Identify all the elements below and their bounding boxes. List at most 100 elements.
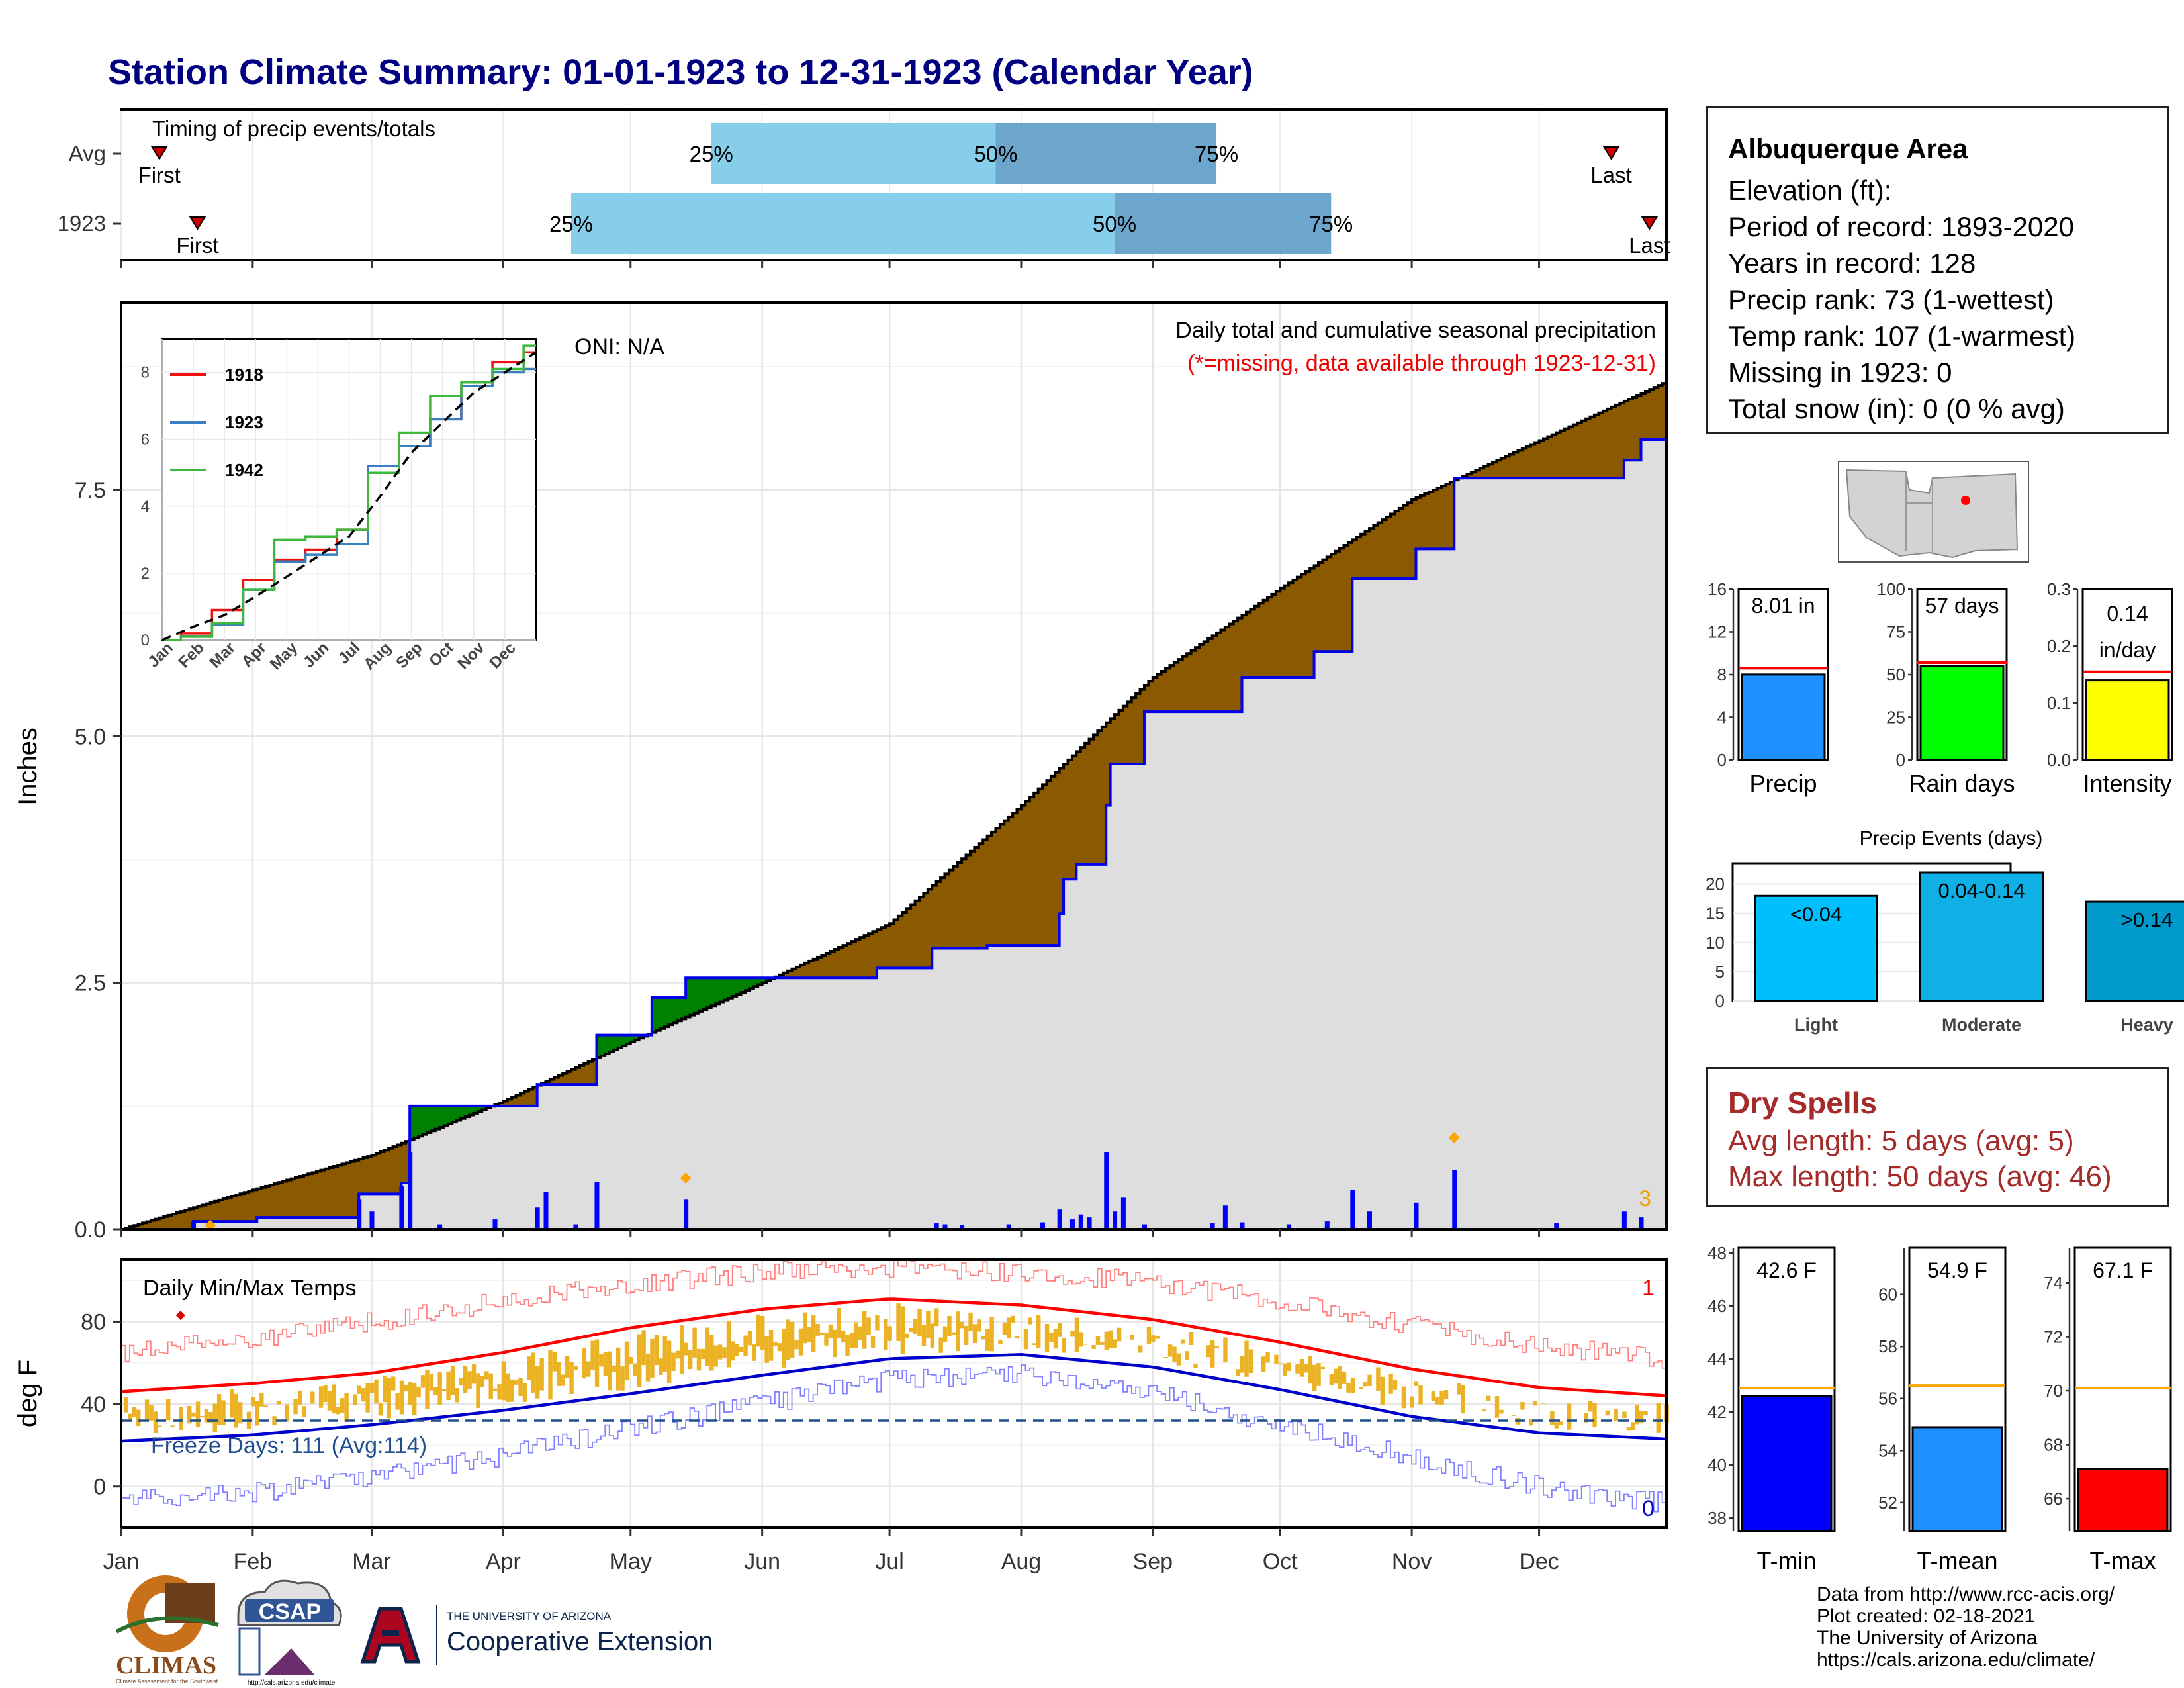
daily-temp-range-bar bbox=[760, 1316, 765, 1351]
daily-temp-range-bar bbox=[735, 1344, 739, 1357]
deficit-fill bbox=[1004, 820, 1009, 946]
surplus-fill bbox=[614, 1035, 619, 1050]
daily-temp-range-bar bbox=[998, 1340, 1003, 1344]
first-event-marker bbox=[150, 146, 168, 160]
temp-panel-title: Daily Min/Max Temps bbox=[143, 1276, 356, 1301]
deficit-fill bbox=[1331, 554, 1336, 652]
daily-temp-range-bar bbox=[552, 1352, 557, 1372]
deficit-fill bbox=[1607, 408, 1612, 479]
daily-temp-range-bar bbox=[204, 1409, 209, 1423]
deficit-fill bbox=[1322, 559, 1328, 652]
daily-temp-range-bar bbox=[1635, 1404, 1639, 1425]
daily-temp-range-bar bbox=[637, 1334, 642, 1387]
deficit-fill bbox=[1021, 805, 1026, 946]
event-category-label: Light bbox=[1794, 1015, 1838, 1035]
daily-temp-range-bar bbox=[1002, 1322, 1007, 1335]
deficit-fill bbox=[1340, 548, 1345, 652]
deficit-fill bbox=[375, 1153, 381, 1194]
surplus-fill bbox=[431, 1105, 436, 1131]
daily-temp-range-bar bbox=[1626, 1427, 1631, 1431]
daily-temp-range-bar bbox=[659, 1358, 663, 1376]
timing-bar-25-50 bbox=[711, 123, 996, 184]
daily-temp-range-bar bbox=[603, 1352, 608, 1376]
deficit-fill bbox=[1386, 516, 1391, 579]
deficit-fill bbox=[201, 1205, 206, 1222]
surplus-fill bbox=[596, 1035, 602, 1058]
deficit-fill bbox=[881, 927, 886, 968]
deficit-fill bbox=[257, 1188, 262, 1218]
deficit-fill bbox=[163, 1216, 169, 1229]
daily-precip-bar bbox=[1452, 1170, 1457, 1229]
deficit-fill bbox=[1187, 653, 1192, 712]
deficit-fill bbox=[902, 912, 907, 968]
deficit-fill bbox=[295, 1177, 300, 1218]
daily-temp-range-bar bbox=[828, 1324, 833, 1338]
deficit-fill bbox=[1293, 579, 1298, 677]
deficit-fill bbox=[516, 1095, 521, 1106]
deficit-fill bbox=[567, 1071, 572, 1085]
deficit-fill bbox=[1182, 656, 1187, 712]
daily-precip-bar bbox=[1621, 1211, 1627, 1229]
deficit-fill bbox=[1628, 399, 1633, 461]
daily-temp-range-bar bbox=[1151, 1335, 1156, 1342]
mini-bar-tick-label: 75 bbox=[1886, 622, 1905, 642]
timing-bar-25-50 bbox=[570, 193, 1115, 254]
daily-temp-range-bar bbox=[777, 1343, 782, 1352]
deficit-fill bbox=[1169, 665, 1175, 712]
daily-temp-range-bar bbox=[1418, 1385, 1423, 1405]
deficit-fill bbox=[134, 1225, 139, 1229]
daily-precip-bar bbox=[191, 1221, 197, 1229]
deficit-fill bbox=[1148, 681, 1154, 712]
daily-temp-range-bar bbox=[369, 1383, 375, 1394]
daily-temp-range-bar bbox=[1486, 1395, 1491, 1401]
daily-temp-range-bar bbox=[773, 1341, 778, 1346]
daily-temp-range-bar bbox=[608, 1351, 612, 1391]
daily-temp-range-bar bbox=[854, 1322, 858, 1349]
daily-temp-range-bar bbox=[412, 1382, 417, 1416]
daily-temp-range-bar bbox=[212, 1403, 217, 1432]
deficit-fill bbox=[545, 1081, 551, 1085]
deficit-fill bbox=[1220, 630, 1226, 712]
daily-temp-range-bar bbox=[471, 1364, 477, 1384]
deficit-fill bbox=[1157, 674, 1162, 712]
temp-bar-category-label: T-max bbox=[2089, 1547, 2156, 1574]
deficit-fill bbox=[1080, 747, 1085, 865]
footer-data-source: Data from http://www.rcc-acis.org/ bbox=[1817, 1583, 2115, 1605]
timing-row-label: 1923 bbox=[58, 211, 106, 236]
deficit-fill bbox=[1560, 430, 1565, 479]
surplus-fill bbox=[473, 1105, 478, 1113]
deficit-fill bbox=[1586, 418, 1591, 479]
daily-temp-range-bar bbox=[332, 1384, 336, 1414]
deficit-fill bbox=[1611, 406, 1616, 479]
deficit-fill bbox=[911, 904, 916, 968]
deficit-fill bbox=[218, 1199, 224, 1222]
daily-precip-bar bbox=[1087, 1217, 1092, 1229]
daily-temp-range-bar bbox=[726, 1321, 731, 1368]
daily-temp-range-bar bbox=[1541, 1403, 1546, 1404]
daily-temp-range-bar bbox=[790, 1321, 795, 1358]
daily-temp-range-bar bbox=[425, 1369, 430, 1409]
daily-temp-range-bar bbox=[1007, 1317, 1011, 1338]
oni-label: ONI: N/A bbox=[574, 334, 664, 359]
daily-temp-range-bar bbox=[934, 1308, 939, 1327]
surplus-fill bbox=[635, 1035, 640, 1041]
deficit-fill bbox=[142, 1223, 148, 1229]
daily-temp-range-bar bbox=[1074, 1317, 1079, 1352]
station-info-box: Albuquerque Area Elevation (ft): Period … bbox=[1706, 106, 2169, 434]
deficit-fill bbox=[312, 1172, 317, 1218]
daily-temp-range-bar bbox=[1172, 1346, 1177, 1362]
timing-bar-50-75 bbox=[995, 123, 1217, 184]
deficit-fill bbox=[1581, 420, 1586, 479]
deficit-fill bbox=[1641, 393, 1646, 440]
surplus-fill bbox=[690, 978, 695, 1015]
daily-temp-range-bar bbox=[149, 1405, 154, 1421]
mini-bar-category-label: Precip bbox=[1749, 770, 1817, 797]
surplus-fill bbox=[656, 998, 661, 1031]
legend-label: 1918 bbox=[225, 365, 263, 385]
daily-temp-range-bar bbox=[259, 1393, 264, 1407]
daily-temp-range-bar bbox=[875, 1315, 880, 1331]
daily-temp-range-bar bbox=[905, 1333, 909, 1338]
deficit-fill bbox=[1475, 470, 1480, 479]
deficit-fill bbox=[868, 933, 874, 978]
deficit-fill bbox=[1479, 468, 1484, 479]
